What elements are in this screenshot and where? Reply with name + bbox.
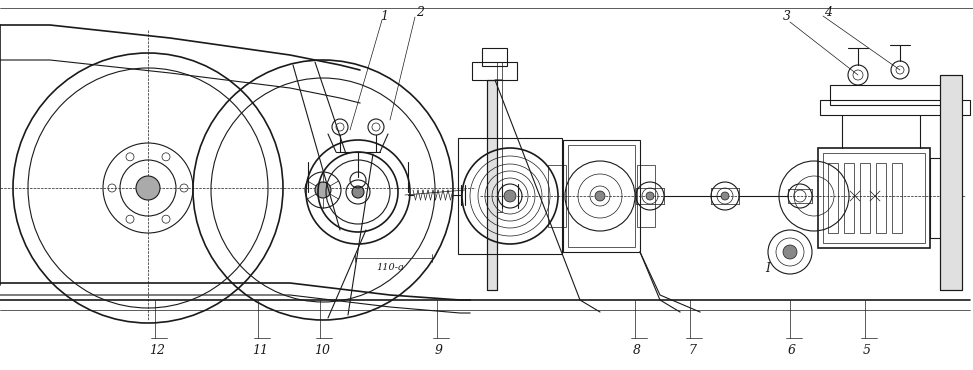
Bar — [568, 145, 635, 247]
Bar — [818, 148, 930, 248]
Circle shape — [595, 191, 605, 201]
Bar — [458, 138, 562, 254]
Text: 8: 8 — [633, 343, 641, 357]
Text: 1: 1 — [380, 10, 388, 23]
Bar — [940, 75, 962, 290]
Bar — [820, 100, 970, 115]
Bar — [844, 163, 854, 233]
Text: 12: 12 — [149, 343, 165, 357]
Bar — [497, 62, 502, 212]
Bar — [637, 165, 655, 227]
Circle shape — [352, 186, 364, 198]
Bar — [487, 80, 497, 290]
Bar — [563, 140, 640, 252]
Circle shape — [315, 182, 331, 198]
Circle shape — [646, 192, 654, 200]
Text: 11: 11 — [252, 343, 268, 357]
Circle shape — [721, 192, 729, 200]
Circle shape — [136, 176, 160, 200]
Text: 6: 6 — [788, 343, 796, 357]
Text: 5: 5 — [863, 343, 871, 357]
Bar — [823, 153, 925, 243]
Text: 110-а: 110-а — [376, 262, 404, 272]
Text: 7: 7 — [688, 343, 696, 357]
Text: 3: 3 — [783, 10, 791, 23]
Bar — [892, 163, 902, 233]
Text: 4: 4 — [824, 6, 832, 18]
Text: I: I — [766, 262, 771, 275]
Bar — [940, 75, 962, 290]
Bar — [828, 163, 838, 233]
Bar — [830, 85, 960, 105]
Text: 10: 10 — [314, 343, 330, 357]
Bar — [487, 80, 497, 290]
Bar — [472, 62, 517, 80]
Bar — [876, 163, 886, 233]
Bar — [482, 48, 507, 66]
Bar — [860, 163, 870, 233]
Bar — [548, 165, 566, 227]
Circle shape — [504, 190, 516, 202]
Text: 2: 2 — [416, 7, 424, 20]
Circle shape — [783, 245, 797, 259]
Text: 9: 9 — [435, 343, 443, 357]
Bar — [930, 158, 950, 238]
